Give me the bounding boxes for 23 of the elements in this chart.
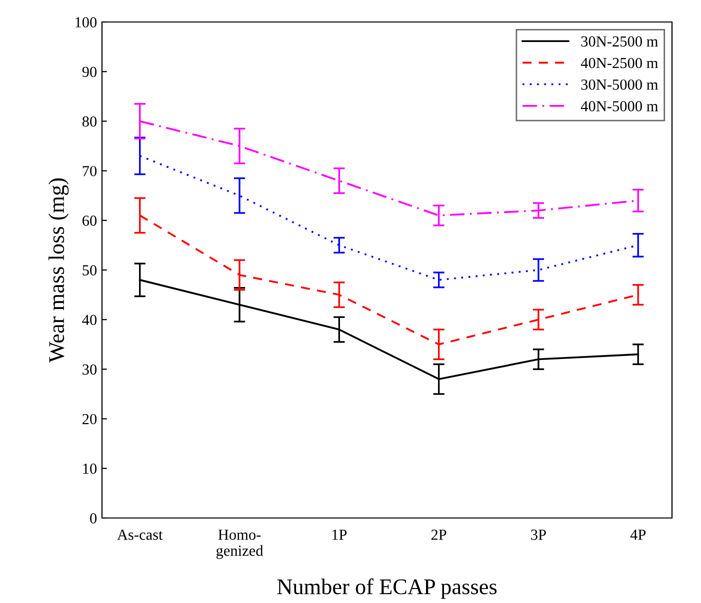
x-tick-label: 4P — [630, 530, 646, 540]
x-tick-label: 1P — [332, 530, 347, 540]
legend-label: 30N-2500 m — [581, 36, 658, 47]
y-tick-label: 90 — [82, 66, 97, 78]
x-tick-label: 3P — [531, 530, 546, 540]
y-tick-label: 60 — [82, 216, 97, 226]
y-tick-label: 30 — [82, 364, 97, 375]
y-tick-label: 20 — [82, 414, 97, 424]
y-tick-label: 70 — [82, 166, 97, 176]
y-tick-label: 40 — [82, 314, 97, 326]
y-tick-label: 80 — [82, 116, 97, 127]
x-tick-label: As-cast — [117, 530, 163, 540]
legend-label: 40N-2500 m — [580, 58, 658, 68]
y-axis-title: Wear mass loss (mg) — [48, 178, 69, 363]
y-tick-label: 50 — [82, 265, 97, 276]
y-tick-label: 0 — [90, 513, 97, 524]
legend-label: 30N-5000 m — [581, 79, 658, 90]
x-tick-label: Homo- genized — [216, 530, 264, 559]
x-axis-title: Number of ECAP passes — [277, 578, 497, 599]
y-tick-label: 10 — [83, 464, 97, 474]
legend-label: 40N-5000 m — [580, 101, 658, 112]
y-tick-label: 100 — [76, 17, 97, 28]
x-tick-label: 2P — [431, 530, 446, 540]
